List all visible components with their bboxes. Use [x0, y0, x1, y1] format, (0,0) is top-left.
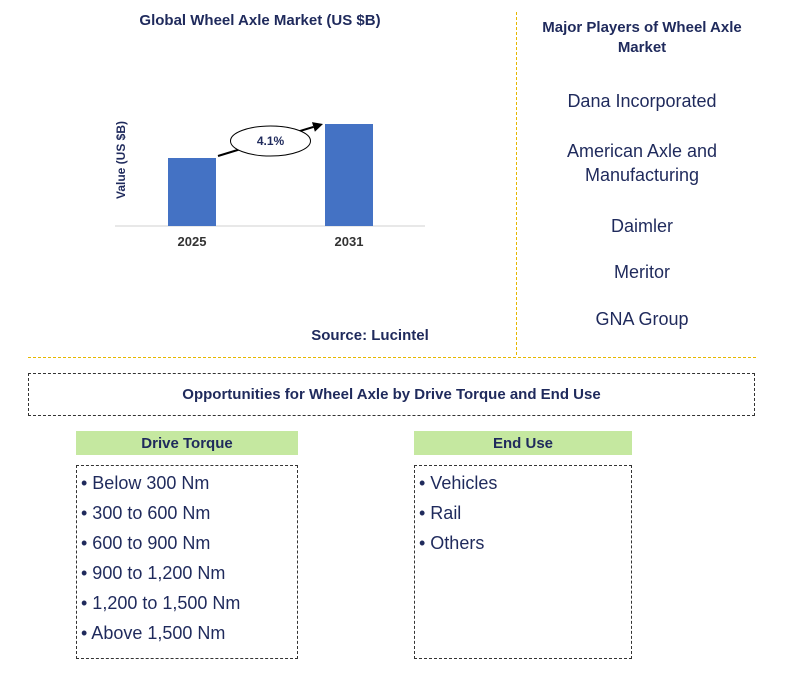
list-item: • 1,200 to 1,500 Nm: [81, 593, 241, 613]
list-item: • 600 to 900 Nm: [81, 533, 211, 553]
horizontal-divider: [28, 357, 756, 358]
list-item: • Below 300 Nm: [81, 473, 210, 493]
bar-chart: Value (US $B) 2025 2031 4.1%: [114, 121, 425, 249]
list-item: • Others: [419, 533, 485, 553]
cagr-label: 4.1%: [257, 134, 285, 148]
segment-list-end-use: • Vehicles • Rail • Others: [414, 465, 632, 659]
player-item: GNA Group: [595, 309, 689, 329]
chart-title: Global Wheel Axle Market (US $B): [139, 12, 381, 29]
segment-list-drive-torque: • Below 300 Nm • 300 to 600 Nm • 600 to …: [76, 465, 298, 659]
opportunities-title: Opportunities for Wheel Axle by Drive To…: [28, 373, 755, 416]
bar-2025: [168, 158, 216, 226]
vertical-divider: [516, 12, 517, 355]
list-item: • Above 1,500 Nm: [81, 623, 226, 643]
segment-header-end-use: End Use: [414, 431, 632, 455]
players-title: Major Players of Wheel Axle Market: [542, 19, 742, 56]
segment-header-drive-torque: Drive Torque: [76, 431, 298, 455]
list-item: • Vehicles: [419, 473, 498, 493]
list-item: • 300 to 600 Nm: [81, 503, 211, 523]
x-tick-label: 2025: [178, 234, 207, 249]
list-item: • Rail: [419, 503, 462, 523]
list-item: • 900 to 1,200 Nm: [81, 563, 226, 583]
source-label: Source: Lucintel: [311, 327, 429, 344]
arrow-head: [311, 122, 323, 132]
y-axis-label: Value (US $B): [114, 121, 128, 199]
bar-2031: [325, 124, 373, 226]
x-tick-label: 2031: [335, 234, 364, 249]
player-item: Daimler: [610, 216, 673, 236]
player-item: Meritor: [613, 262, 670, 282]
cagr-ellipse: [230, 125, 311, 157]
player-item: American Axle and Manufacturing: [566, 141, 718, 185]
player-item: Dana Incorporated: [567, 91, 717, 111]
